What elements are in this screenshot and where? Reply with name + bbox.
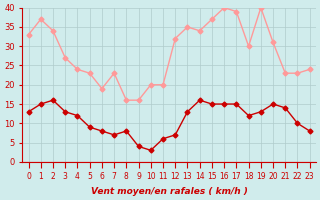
X-axis label: Vent moyen/en rafales ( km/h ): Vent moyen/en rafales ( km/h ) (91, 187, 248, 196)
